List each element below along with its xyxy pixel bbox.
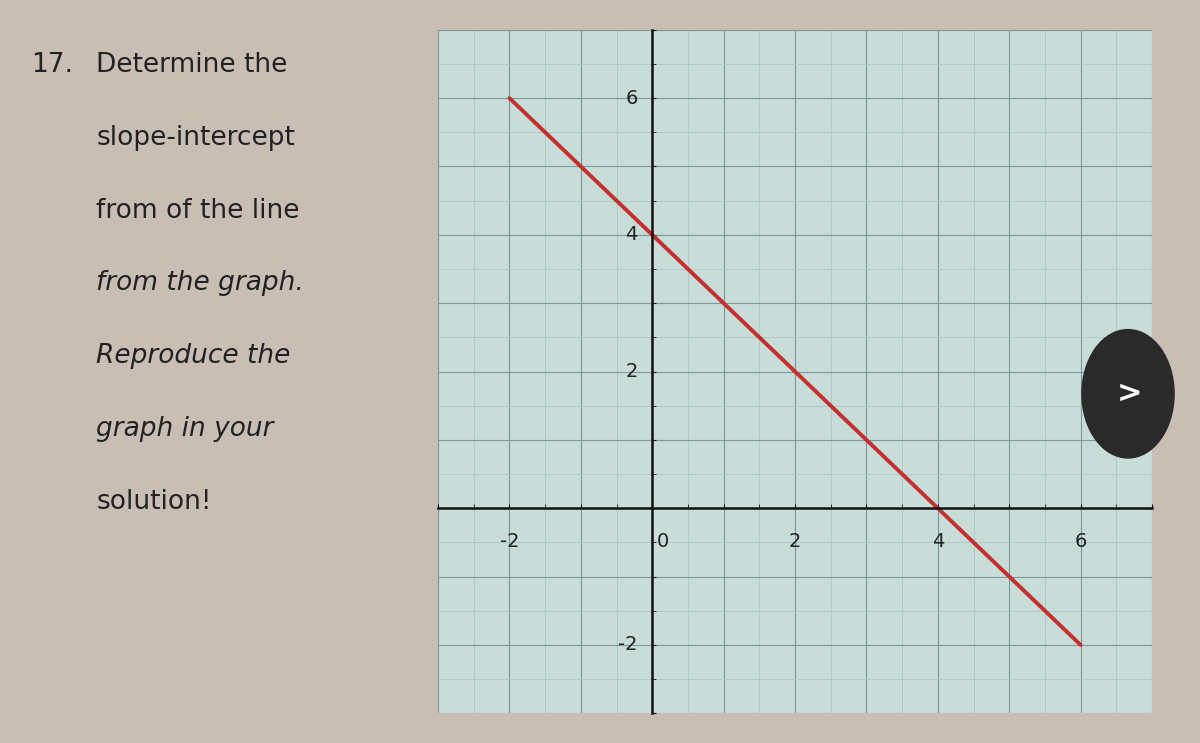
Text: slope-intercept: slope-intercept <box>96 125 295 151</box>
Text: -2: -2 <box>499 532 520 551</box>
Text: 17.: 17. <box>31 52 73 78</box>
Text: from the graph.: from the graph. <box>96 270 304 296</box>
Text: 2: 2 <box>625 362 638 381</box>
Text: Reproduce the: Reproduce the <box>96 343 290 369</box>
Text: >: > <box>1117 379 1142 409</box>
Text: graph in your: graph in your <box>96 416 274 442</box>
Text: 2: 2 <box>788 532 802 551</box>
Text: 0: 0 <box>656 532 670 551</box>
Text: 4: 4 <box>625 225 638 244</box>
Text: 4: 4 <box>931 532 944 551</box>
Text: 6: 6 <box>1074 532 1087 551</box>
Text: -2: -2 <box>618 635 638 655</box>
Circle shape <box>1082 330 1174 458</box>
Text: from of the line: from of the line <box>96 198 300 224</box>
Text: Determine the: Determine the <box>96 52 288 78</box>
Text: 6: 6 <box>625 88 638 108</box>
Text: solution!: solution! <box>96 489 212 515</box>
